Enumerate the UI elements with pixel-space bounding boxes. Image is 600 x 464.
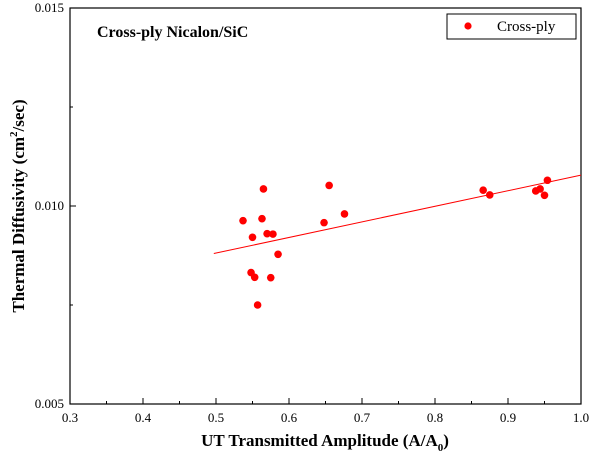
chart-annotation: Cross-ply Nicalon/SiC — [97, 24, 248, 41]
data-point — [340, 210, 349, 218]
data-point — [540, 191, 549, 200]
data-point — [269, 230, 277, 238]
x-tick-label: 0.6 — [281, 410, 298, 425]
x-tick-label: 0.8 — [427, 410, 443, 425]
data-point — [479, 186, 487, 194]
data-point — [266, 273, 275, 282]
y-tick-label: 0.015 — [35, 0, 64, 15]
axis-ticks — [69, 7, 582, 405]
data-point — [325, 181, 333, 190]
x-axis-title-main: UT Transmitted Amplitude (A/A — [201, 431, 438, 450]
legend-label: Cross-ply — [497, 19, 556, 35]
x-tick-label: 0.9 — [500, 410, 516, 425]
trend-line — [213, 174, 582, 255]
data-point — [536, 185, 544, 193]
y-tick-label: 0.005 — [35, 396, 64, 411]
data-point — [543, 176, 552, 185]
y-axis-title-tail: /sec) — [9, 99, 28, 132]
data-point — [239, 216, 247, 225]
x-tick-label: 0.7 — [354, 410, 371, 425]
data-point — [248, 233, 257, 242]
tick-labels: 0.3 0.4 0.5 0.6 0.7 0.8 0.9 1.0 0.005 0.010 0.015 — [35, 0, 589, 425]
x-tick-label: 0.5 — [208, 410, 224, 425]
data-point — [253, 301, 262, 309]
x-tick-label: 0.4 — [135, 410, 152, 425]
plot-area — [69, 7, 582, 405]
y-axis-title-main: Thermal Diffusivity (cm — [9, 137, 28, 313]
data-point — [485, 191, 494, 199]
data-point — [320, 218, 328, 227]
y-axis-title-superscript: 2 — [8, 131, 20, 137]
data-points — [239, 176, 552, 309]
y-axis-title: Thermal Diffusivity (cm2/sec) — [8, 99, 28, 312]
data-point — [259, 185, 268, 193]
x-tick-label: 0.3 — [62, 410, 78, 425]
data-point — [263, 229, 271, 238]
x-axis-title-subscript: 0 — [438, 442, 444, 454]
x-axis-title: UT Transmitted Amplitude (A/A0) — [201, 431, 449, 454]
data-point — [274, 250, 282, 259]
data-point — [258, 214, 266, 223]
x-axis-title-tail: ) — [443, 431, 449, 450]
legend: Cross-ply — [446, 13, 577, 40]
data-point — [250, 273, 259, 282]
y-tick-label: 0.010 — [35, 198, 64, 213]
legend-marker — [464, 22, 472, 30]
x-tick-label: 1.0 — [573, 410, 589, 425]
